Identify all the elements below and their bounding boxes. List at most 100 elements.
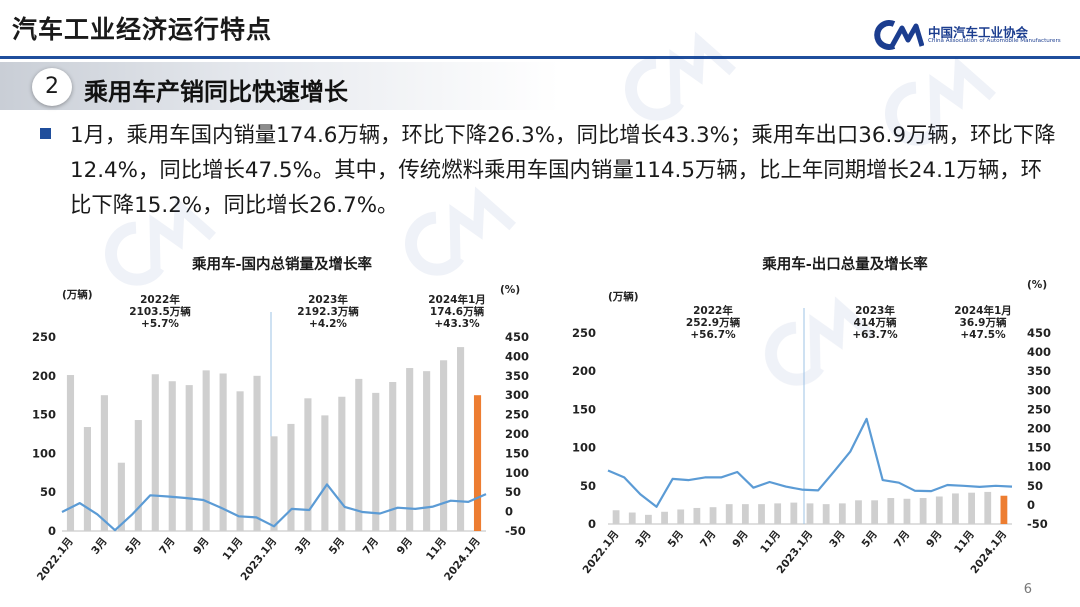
watermark-m-icon [929, 56, 996, 130]
bar [693, 507, 701, 524]
bar [822, 504, 830, 524]
y-axis-unit-right: (%) [1027, 279, 1047, 291]
watermark-c-icon [405, 211, 465, 276]
annotation-growth: +47.5% [960, 329, 1006, 341]
bar [440, 360, 448, 531]
y-tick-right: 400 [1027, 345, 1051, 359]
y-tick-right: 200 [505, 427, 529, 441]
bar [741, 504, 749, 524]
watermark-logo-icon [765, 296, 876, 386]
x-tick-label: 7月 [157, 535, 177, 556]
annotation-year: 2022年 [693, 304, 733, 317]
y-tick-left: 250 [32, 330, 56, 344]
bar [389, 382, 397, 531]
bar [758, 504, 765, 524]
bar [253, 375, 261, 531]
annotation-volume: 36.9万辆 [960, 316, 1007, 329]
watermark-logo-icon [885, 56, 996, 146]
y-tick-right: -50 [505, 524, 526, 538]
y-tick-right: -50 [1027, 517, 1048, 531]
x-tick-label: 5月 [666, 528, 686, 549]
title-rule [0, 56, 1080, 59]
bar [806, 503, 814, 524]
x-tick-label: 3月 [293, 535, 313, 556]
bar [774, 503, 782, 524]
x-tick-label: 11月 [424, 535, 449, 562]
section-title: 乘用车产销同比快速增长 [84, 78, 348, 106]
bar [134, 420, 142, 531]
x-tick-label: 9月 [395, 535, 415, 556]
section-bar [0, 62, 560, 110]
y-tick-left: 0 [48, 524, 56, 538]
y-tick-left: 150 [32, 408, 56, 422]
bar [935, 496, 943, 524]
bar [645, 514, 652, 524]
bar [66, 375, 75, 531]
bar [628, 512, 636, 524]
bar [372, 392, 380, 531]
x-tick-label: 2022.1月 [35, 535, 76, 583]
annotation-growth: +63.7% [852, 329, 898, 341]
y-tick-right: 100 [1027, 460, 1051, 474]
watermark-m-icon [449, 186, 516, 260]
x-tick-label: 9月 [191, 535, 211, 556]
body-paragraph: 1月，乘用车国内销量174.6万辆，环比下降26.3%，同比增长43.3%；乘用… [70, 123, 1056, 218]
y-tick-right: 450 [1027, 326, 1051, 340]
x-tick-label: 7月 [698, 528, 718, 549]
watermark-m-icon [809, 296, 876, 370]
bar [838, 503, 846, 524]
page-number: 6 [1023, 582, 1032, 597]
y-tick-right: 250 [1027, 402, 1051, 416]
x-tick-label: 3月 [89, 535, 109, 556]
bar [423, 371, 431, 531]
bar [612, 510, 620, 524]
bar [473, 395, 482, 531]
annotation-year: 2024年1月 [954, 304, 1012, 317]
y-tick-right: 50 [1027, 479, 1043, 493]
bar [287, 423, 295, 531]
annotation-growth: +56.7% [690, 329, 736, 341]
y-axis-unit-left: (万辆) [608, 290, 639, 303]
bar [790, 502, 798, 524]
watermark-c-icon [885, 81, 945, 146]
watermark-c-icon [765, 321, 825, 386]
annotation-growth: +4.2% [309, 318, 347, 330]
y-tick-right: 450 [505, 330, 529, 344]
y-tick-right: 0 [1027, 498, 1035, 512]
annotation-year: 2023年 [308, 293, 348, 306]
chart-2: 乘用车-出口总量及增长率 (万辆) (%) 0 50 100 150 200 250 -50 0 50… [572, 255, 1051, 576]
x-tick-label: 7月 [361, 535, 381, 556]
watermark [105, 31, 996, 386]
bar [952, 493, 959, 524]
annotation-year: 2023年 [855, 304, 895, 317]
x-tick-label: 5月 [327, 535, 347, 556]
x-tick-label: 9月 [924, 528, 944, 549]
bar [725, 504, 733, 524]
bar [236, 391, 244, 531]
annotation-volume: 2192.3万辆 [297, 305, 359, 318]
y-tick-left: 200 [32, 369, 56, 383]
watermark-logo-icon [405, 186, 516, 276]
bar [100, 395, 108, 531]
y-tick-right: 250 [505, 408, 529, 422]
x-tick-label: 2022.1月 [581, 528, 622, 576]
bar [855, 500, 862, 524]
x-tick-label: 11月 [952, 528, 977, 555]
bar [871, 500, 879, 524]
watermark-m-icon [149, 196, 216, 270]
bar [185, 385, 193, 531]
x-tick-label: 5月 [860, 528, 880, 549]
x-tick-label: 9月 [730, 528, 750, 549]
x-tick-label: 11月 [221, 535, 246, 562]
annotation-year: 2024年1月 [428, 293, 486, 306]
bullet-square-icon [40, 128, 51, 139]
bar [168, 381, 176, 531]
growth-line [607, 417, 1013, 508]
bar [456, 347, 465, 531]
y-tick-left: 100 [572, 441, 596, 455]
bar [406, 368, 414, 531]
bar [903, 498, 911, 524]
x-tick-label: 3月 [827, 528, 847, 549]
y-tick-left: 100 [32, 446, 56, 460]
